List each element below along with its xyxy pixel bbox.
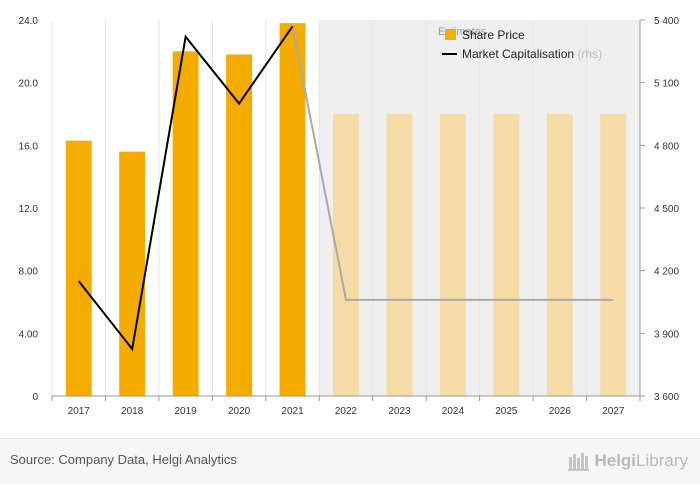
share-price-bar-2018: [119, 152, 145, 396]
share-price-bar-2019: [173, 51, 199, 396]
x-tick-label: 2026: [549, 406, 572, 417]
logo-text-library: Library: [636, 451, 688, 471]
y-right-tick-label: 4 800: [654, 141, 679, 152]
chart: 0 4.00 8.00 12.0 16.0 20.0 24.0 3 600 3 900 4 200…: [0, 0, 700, 438]
x-tick-label: 2027: [602, 406, 625, 417]
y-left-tick-label: 0: [32, 392, 38, 403]
x-tick-label: 2021: [281, 406, 304, 417]
share-price-bar-2026: [547, 114, 573, 396]
share-price-bar-2021: [280, 23, 306, 396]
y-right-tick-label: 4 500: [654, 204, 679, 215]
legend-share-price-swatch: [445, 29, 456, 40]
y-left-tick-label: 4.00: [19, 329, 39, 340]
x-tick-label: 2020: [228, 406, 251, 417]
library-icon: [568, 451, 590, 471]
x-tick-label: 2023: [388, 406, 411, 417]
y-right-tick-label: 3 900: [654, 329, 679, 340]
y-left-tick-label: 8.00: [19, 267, 39, 278]
share-price-bar-2025: [493, 114, 519, 396]
y-right-tick-label: 5 400: [654, 16, 679, 27]
source-text: Source: Company Data, Helgi Analytics: [10, 452, 237, 467]
share-price-bar-2024: [440, 114, 466, 396]
y-left-tick-label: 16.0: [19, 141, 39, 152]
y-left-tick-label: 24.0: [19, 16, 39, 27]
share-price-bar-2020: [226, 54, 252, 396]
share-price-bar-2017: [66, 141, 92, 396]
legend-market-cap-name: Market Capitalisation: [462, 47, 574, 61]
x-tick-label: 2018: [121, 406, 144, 417]
x-tick-label: 2022: [335, 406, 358, 417]
y-left-tick-label: 12.0: [19, 204, 39, 215]
share-price-bar-2023: [386, 114, 412, 396]
footer: Source: Company Data, Helgi Analytics He…: [0, 438, 700, 484]
x-tick-label: 2025: [495, 406, 518, 417]
x-tick-label: 2024: [442, 406, 465, 417]
legend-share-price-label: Share Price: [462, 28, 525, 42]
y-right-tick-label: 3 600: [654, 392, 679, 403]
share-price-bar-2027: [600, 114, 626, 396]
y-left-tick-label: 20.0: [19, 79, 39, 90]
legend-market-cap-label: Market Capitalisation (rhs): [462, 47, 602, 61]
legend-rhs-suffix: (rhs): [577, 47, 602, 61]
y-right-tick-label: 5 100: [654, 79, 679, 90]
y-right-tick-label: 4 200: [654, 267, 679, 278]
logo-text-helgi: Helgi: [594, 451, 636, 471]
x-tick-label: 2019: [175, 406, 198, 417]
x-tick-label: 2017: [68, 406, 91, 417]
